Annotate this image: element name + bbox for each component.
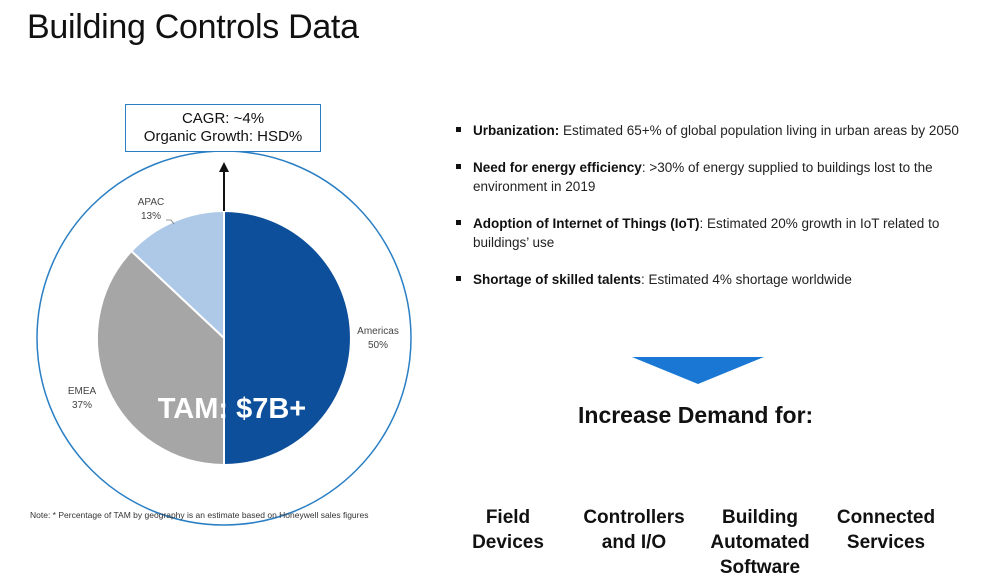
pie-slice-americas [223, 209, 352, 467]
bullet-energy-efficiency: Need for energy efficiency: >30% of ener… [454, 158, 974, 196]
demand-item-connected-services: Connected Services [836, 507, 936, 553]
demand-item-building-software: Building Automated Software [710, 507, 810, 578]
slice-label-emea-name: EMEA [68, 386, 97, 397]
slice-label-apac-name: APAC [138, 197, 165, 208]
slice-label-americas-value: 50% [368, 340, 388, 351]
organic-growth-line: Organic Growth: HSD% [143, 128, 303, 145]
cagr-arrow-head [219, 162, 229, 172]
cagr-line: CAGR: ~4% [181, 110, 265, 127]
cagr-box: CAGR: ~4% Organic Growth: HSD% [125, 104, 321, 152]
slice-label-americas-name: Americas [357, 326, 399, 337]
bullet-iot: Adoption of Internet of Things (IoT): Es… [454, 214, 974, 252]
demand-item-field-devices: Field Devices [472, 507, 544, 553]
slice-label-emea-value: 37% [72, 400, 92, 411]
apac-leader-line [166, 219, 175, 225]
pie-slice-emea [96, 249, 225, 467]
drivers-list: Urbanization: Estimated 65+% of global p… [454, 121, 974, 307]
slice-label-apac-value: 13% [141, 211, 161, 222]
bullet-skilled-talents: Shortage of skilled talents: Estimated 4… [454, 270, 974, 289]
demand-arrow [632, 357, 764, 384]
demand-item-controllers: Controllers and I/O [583, 507, 685, 553]
pie-slice-apac [130, 209, 225, 341]
demand-title: Increase Demand for: [578, 402, 814, 428]
bullet-urbanization: Urbanization: Estimated 65+% of global p… [454, 121, 974, 140]
footnote: Note: * Percentage of TAM by geography i… [30, 510, 369, 520]
tam-label: TAM: $7B+ [158, 393, 307, 425]
page-title: Building Controls Data [27, 8, 359, 46]
